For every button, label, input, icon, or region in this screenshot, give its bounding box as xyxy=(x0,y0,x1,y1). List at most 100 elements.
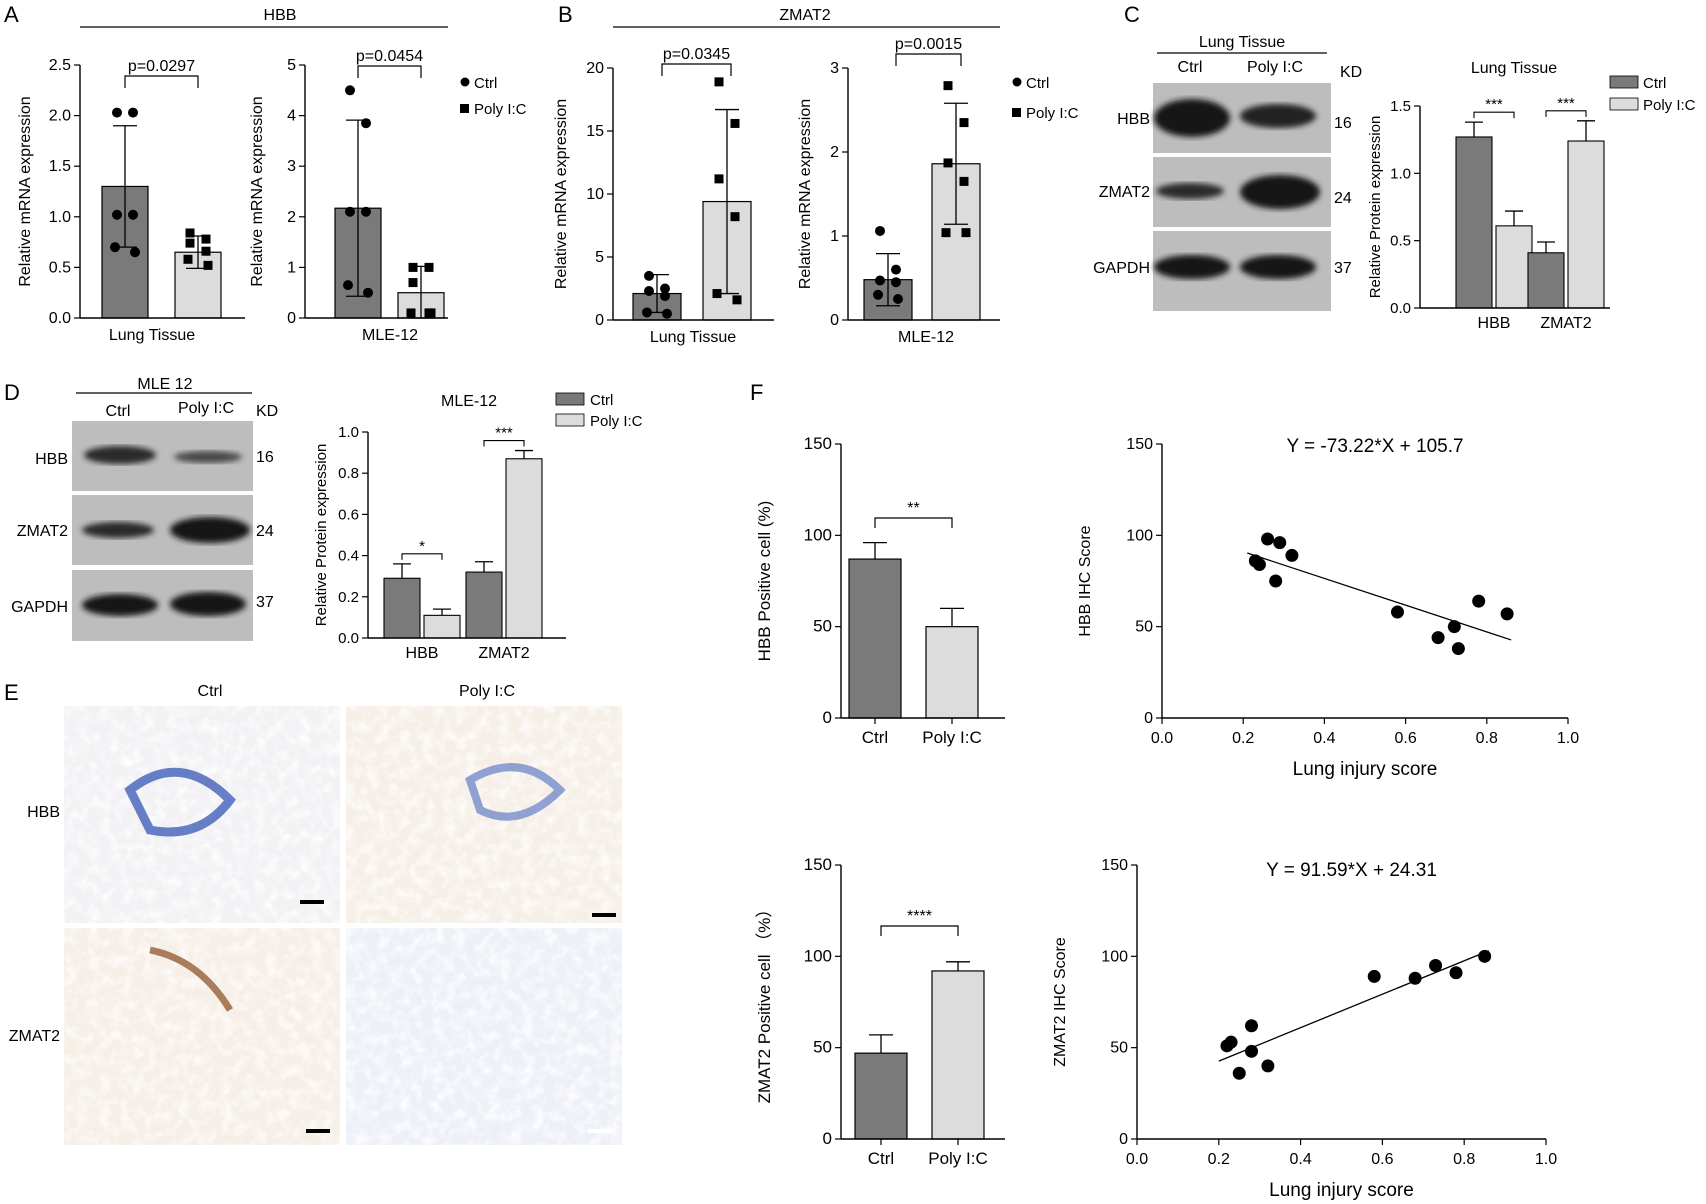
ihc-image-hbb-poly xyxy=(346,706,622,923)
ihc-image-hbb-ctrl xyxy=(64,706,340,923)
y-tick-label: 1 xyxy=(287,259,296,276)
data-point-poly xyxy=(185,228,195,238)
data-point-ctrl xyxy=(875,275,885,286)
data-point-poly xyxy=(201,246,211,256)
data-point xyxy=(1429,958,1443,972)
blot-row-label: GAPDH xyxy=(11,599,68,616)
chart-d-protein: 0.0 0.2 0.4 0.6 0.8 1.0 Relative Protein expre… xyxy=(313,393,566,662)
bar-poly xyxy=(1495,225,1533,309)
legend-ctrl-label: Ctrl xyxy=(1026,75,1049,92)
data-point-poly xyxy=(959,118,969,128)
y-tick-label: 0.0 xyxy=(1390,300,1411,317)
y-axis-title: Relative Protein expression xyxy=(1367,116,1384,299)
x-tick-label: HBB xyxy=(406,645,439,662)
y-axis-title: ZMAT2 IHC Score xyxy=(1052,937,1069,1067)
data-point-ctrl xyxy=(891,264,901,275)
significance-bracket xyxy=(895,53,962,66)
y-tick-label: 1 xyxy=(830,228,839,245)
blot-row-kd: 24 xyxy=(1334,190,1352,207)
bar-poly xyxy=(423,614,461,639)
significance-label: p=0.0297 xyxy=(128,58,195,75)
data-point-poly xyxy=(426,308,436,318)
y-tick-label: 0 xyxy=(830,312,839,329)
blot-lane-label: Ctrl xyxy=(1178,59,1203,76)
legend-poly-swatch xyxy=(555,413,585,427)
x-tick-label: 0.8 xyxy=(1476,730,1498,747)
x-tick-label: 1.0 xyxy=(1557,730,1579,747)
chart-title: Lung Tissue xyxy=(1471,60,1557,77)
x-tick-label: Ctrl xyxy=(862,728,888,747)
bar-poly xyxy=(1567,140,1605,309)
significance-label: ** xyxy=(907,500,919,517)
y-tick-label: 0.4 xyxy=(338,548,359,565)
y-tick-label: 100 xyxy=(1126,527,1153,544)
chart-title: MLE-12 xyxy=(441,393,497,410)
y-tick-label: 50 xyxy=(1135,619,1153,636)
legend-b: Ctrl Poly I:C xyxy=(1012,75,1079,122)
x-tick-label: ZMAT2 xyxy=(1540,315,1591,332)
legend-a: Ctrl Poly I:C xyxy=(460,75,527,118)
y-axis-title: Relative Protein expression xyxy=(313,444,330,627)
y-axis-title: HBB Positive cell (%) xyxy=(755,501,774,662)
ihc-image-zmat2-poly xyxy=(346,928,622,1145)
data-point-ctrl xyxy=(873,289,883,300)
significance-bracket xyxy=(661,63,732,76)
significance-bracket xyxy=(1473,111,1515,119)
significance-label: *** xyxy=(495,425,513,442)
data-point-ctrl xyxy=(361,206,371,217)
blot-row-label: HBB xyxy=(1117,111,1150,128)
blot-row-kd: 24 xyxy=(256,523,274,540)
y-tick-label: 3 xyxy=(287,158,296,175)
chart-f-zmat2-scatter: 0 50 100 150 ZMAT2 IHC Score 0.0 0.2 0.4 0.6 0.8 1… xyxy=(1052,857,1557,1201)
x-tick-label: ZMAT2 xyxy=(478,645,529,662)
group-title-hbb: HBB xyxy=(264,7,297,24)
blot-lane-label: Ctrl xyxy=(106,403,131,420)
blot-band-gapdh-poly xyxy=(1240,255,1316,279)
data-point-ctrl xyxy=(644,270,654,281)
panel-label-b: B xyxy=(558,2,573,27)
chart-a-mle12: 0 1 2 3 4 5 Relative mRNA expression MLE-12 p=0.… xyxy=(249,48,448,344)
y-tick-label: 0.8 xyxy=(338,465,359,482)
legend-poly-swatch xyxy=(1609,97,1639,111)
y-tick-label: 2.5 xyxy=(49,57,71,74)
significance-bracket xyxy=(880,925,959,936)
y-tick-label: 0.5 xyxy=(49,259,71,276)
y-tick-label: 4 xyxy=(287,108,296,125)
data-point-poly xyxy=(959,176,969,186)
significance-bracket xyxy=(874,517,953,528)
significance-label: p=0.0015 xyxy=(895,36,962,53)
blot-band-gapdh-ctrl xyxy=(1154,255,1230,279)
y-tick-label: 100 xyxy=(804,525,832,544)
legend-ctrl-marker xyxy=(1012,77,1022,87)
data-point xyxy=(1245,1044,1259,1058)
x-tick-label: 0.6 xyxy=(1371,1151,1393,1168)
data-point-ctrl xyxy=(343,280,353,291)
blot-band-hbb-poly xyxy=(1240,104,1316,128)
data-point-ctrl xyxy=(128,209,138,220)
blot-row-label: HBB xyxy=(35,451,68,468)
data-point-ctrl xyxy=(112,107,122,118)
x-tick-label: 0.2 xyxy=(1208,1151,1230,1168)
data-point-poly xyxy=(943,158,953,168)
blot-band-zmat2-ctrl xyxy=(1156,183,1224,199)
bar-ctrl xyxy=(465,571,503,639)
panel-label-c: C xyxy=(1124,2,1140,27)
blot-row-label: GAPDH xyxy=(1093,260,1150,277)
data-point xyxy=(1500,607,1514,621)
data-point xyxy=(1367,969,1381,983)
data-point xyxy=(1449,966,1463,980)
y-tick-label: 10 xyxy=(586,186,604,203)
x-tick-label: 0.6 xyxy=(1394,730,1416,747)
significance-bracket xyxy=(124,75,199,88)
y-tick-label: 0.2 xyxy=(338,589,359,606)
chart-f-hbb-scatter: 0 50 100 150 HBB IHC Score 0.0 0.2 0.4 0.6 0.8 1.0… xyxy=(1077,436,1579,780)
regression-line xyxy=(1247,552,1512,641)
data-point xyxy=(1451,642,1465,656)
data-point-ctrl xyxy=(345,85,355,96)
ihc-row-label: HBB xyxy=(27,804,60,821)
data-point-ctrl xyxy=(662,308,672,319)
blot-header: MLE 12 xyxy=(137,376,192,393)
y-tick-label: 150 xyxy=(1101,857,1128,874)
blot-band-gapdh-ctrl xyxy=(82,594,158,616)
